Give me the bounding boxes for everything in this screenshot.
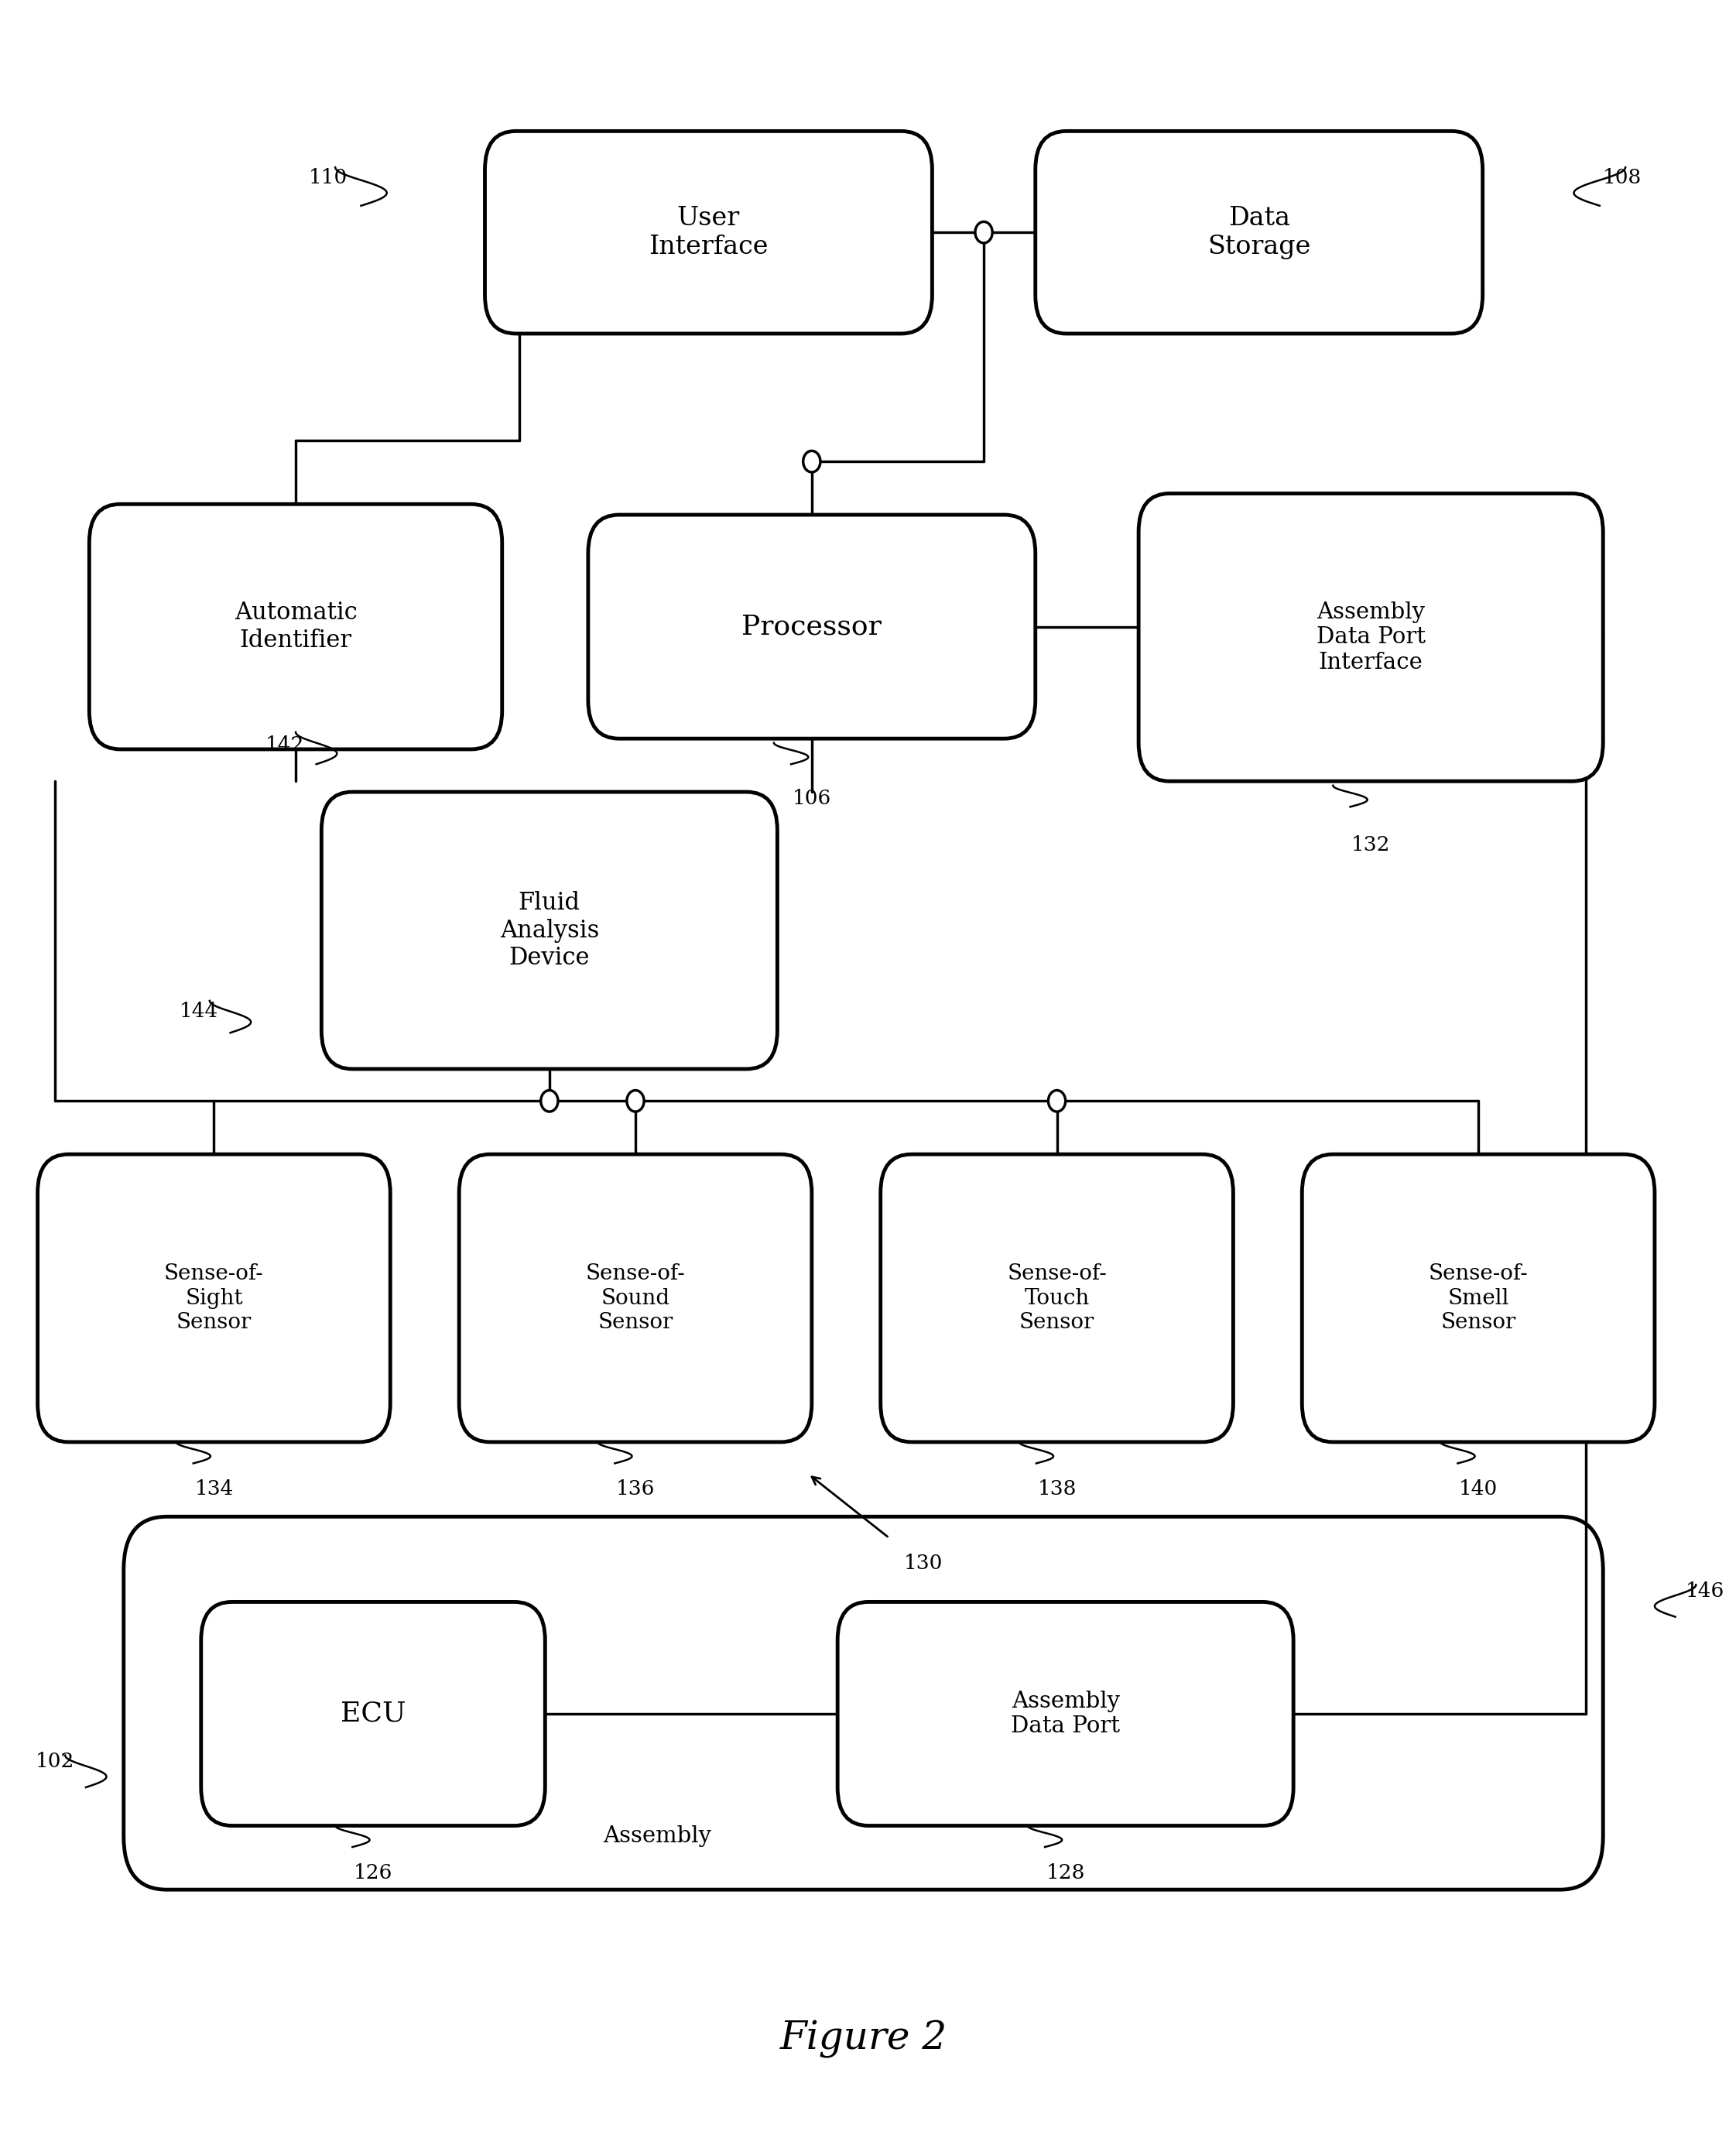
Circle shape [804, 451, 821, 472]
Circle shape [627, 1090, 644, 1112]
Text: Automatic
Identifier: Automatic Identifier [234, 601, 358, 652]
Circle shape [542, 1090, 557, 1112]
FancyBboxPatch shape [837, 1601, 1293, 1826]
Text: Assembly
Data Port: Assembly Data Port [1010, 1691, 1120, 1738]
Text: 130: 130 [904, 1554, 943, 1574]
Circle shape [1049, 1090, 1066, 1112]
Text: 134: 134 [194, 1479, 233, 1499]
Text: 140: 140 [1458, 1479, 1498, 1499]
Text: Processor: Processor [741, 614, 882, 639]
Text: User
Interface: User Interface [649, 205, 769, 259]
FancyBboxPatch shape [589, 515, 1035, 738]
FancyBboxPatch shape [484, 130, 932, 334]
FancyBboxPatch shape [1302, 1155, 1654, 1441]
Text: 126: 126 [354, 1862, 392, 1881]
FancyBboxPatch shape [880, 1155, 1233, 1441]
FancyBboxPatch shape [1139, 494, 1602, 780]
Text: 138: 138 [1038, 1479, 1076, 1499]
Text: 128: 128 [1047, 1862, 1085, 1881]
Text: Sense-of-
Sight
Sensor: Sense-of- Sight Sensor [165, 1264, 264, 1332]
Text: 110: 110 [309, 169, 347, 188]
Text: 102: 102 [35, 1751, 75, 1772]
Text: 108: 108 [1602, 169, 1642, 188]
Text: 132: 132 [1351, 836, 1391, 855]
FancyBboxPatch shape [458, 1155, 812, 1441]
Text: Sense-of-
Smell
Sensor: Sense-of- Smell Sensor [1429, 1264, 1528, 1332]
Text: 144: 144 [179, 1003, 219, 1022]
Text: Sense-of-
Sound
Sensor: Sense-of- Sound Sensor [585, 1264, 686, 1332]
Text: Assembly: Assembly [602, 1826, 712, 1847]
FancyBboxPatch shape [201, 1601, 545, 1826]
Text: Figure 2: Figure 2 [779, 2020, 948, 2059]
Text: 136: 136 [616, 1479, 654, 1499]
Text: 142: 142 [266, 735, 304, 755]
Text: Sense-of-
Touch
Sensor: Sense-of- Touch Sensor [1007, 1264, 1108, 1332]
FancyBboxPatch shape [89, 505, 502, 748]
Circle shape [976, 222, 993, 244]
FancyBboxPatch shape [38, 1155, 391, 1441]
Text: Data
Storage: Data Storage [1208, 205, 1311, 259]
Text: 146: 146 [1686, 1582, 1724, 1601]
FancyBboxPatch shape [123, 1516, 1602, 1890]
Text: Assembly
Data Port
Interface: Assembly Data Port Interface [1316, 601, 1425, 673]
Text: ECU: ECU [340, 1700, 406, 1728]
FancyBboxPatch shape [321, 791, 778, 1069]
Text: Fluid
Analysis
Device: Fluid Analysis Device [500, 892, 599, 971]
Text: 106: 106 [792, 789, 832, 808]
FancyBboxPatch shape [1035, 130, 1483, 334]
